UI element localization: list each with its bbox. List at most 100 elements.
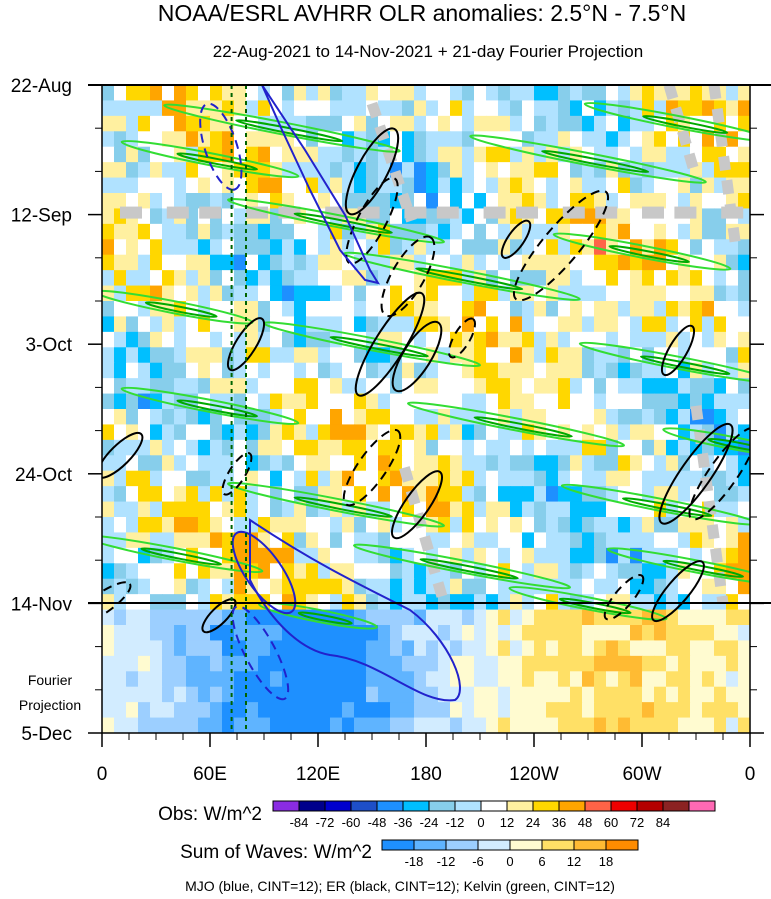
field-cell [726,316,739,333]
field-cell [138,301,151,318]
field-cell [102,640,115,657]
field-cell [558,177,571,194]
field-cell [678,717,691,733]
field-cell [618,424,631,441]
field-cell [198,486,211,503]
field-cell [738,331,750,348]
field-cell [546,85,559,102]
field-cell [642,640,655,657]
field-cell [222,625,235,642]
kelvin-contour [227,198,445,244]
projection-label-line1: Fourier [28,672,73,688]
field-cell [114,625,127,642]
field-cell [474,470,487,487]
field-cell [534,254,547,271]
field-cell [102,223,115,240]
field-cell [726,655,739,672]
field-cell [354,424,367,441]
field-cell [570,285,583,302]
field-cell [486,547,499,564]
field-cell [246,378,259,395]
field-cell [606,146,619,163]
field-cell [594,378,607,395]
field-cell [162,131,175,148]
field-cell [486,609,499,626]
field-cell [270,563,283,580]
field-cell [162,455,175,472]
field-cell [594,270,607,287]
field-cell [702,331,715,348]
field-cell [126,640,139,657]
field-cell [450,609,463,626]
field-cell [270,686,283,703]
field-cell [558,532,571,549]
kelvin-contour [583,101,750,143]
field-cell [186,254,199,271]
field-cell [414,439,427,456]
field-cell [330,146,343,163]
field-cell [378,702,391,719]
field-cell [390,285,403,302]
field-cell [306,702,319,719]
field-cell [294,115,307,132]
field-cell [474,331,487,348]
field-cell [246,177,259,194]
field-cell [570,362,583,379]
field-cell [654,285,667,302]
kelvin-contour [407,401,625,448]
field-cell [186,239,199,256]
field-cell [618,501,631,518]
field-cell [306,270,319,287]
field-cell [258,131,271,148]
field-cell [498,486,511,503]
field-cell [150,100,163,117]
field-cell [246,424,259,441]
field-cell [390,131,403,148]
field-cell [126,501,139,518]
field-cell [606,532,619,549]
field-cell [126,131,139,148]
field-cell [102,193,115,210]
field-cell [558,223,571,240]
missing-data-streak [690,405,729,605]
field-cell [546,362,559,379]
mjo-contour [249,518,461,702]
field-cell [510,625,523,642]
field-cell [174,285,187,302]
field-cell [258,239,271,256]
field-cell [162,655,175,672]
field-cell [450,285,463,302]
field-cell [738,609,750,626]
field-cell [318,671,331,688]
field-cell [402,439,415,456]
field-cell [258,270,271,287]
field-cell [534,331,547,348]
field-cell [702,301,715,318]
field-cell [162,470,175,487]
field-cell [318,177,331,194]
field-cell [210,655,223,672]
kelvin-contour [227,481,445,528]
field-cell [102,115,115,132]
field-cell [102,239,115,256]
field-cell [486,501,499,518]
field-cell [606,470,619,487]
field-cell [558,717,571,733]
er-contour [226,317,266,372]
field-cell [738,486,750,503]
field-cell [594,655,607,672]
kelvin-contour [469,134,707,184]
field-cell [330,671,343,688]
field-cell [474,115,487,132]
field-cell [102,146,115,163]
field-cell [354,517,367,534]
field-cell [186,640,199,657]
field-cell [414,702,427,719]
field-cell [546,239,559,256]
field-cell [306,470,319,487]
field-cell [258,347,271,364]
field-cell [102,609,115,626]
field-cell [450,177,463,194]
field-cell [486,115,499,132]
field-cell [546,486,559,503]
